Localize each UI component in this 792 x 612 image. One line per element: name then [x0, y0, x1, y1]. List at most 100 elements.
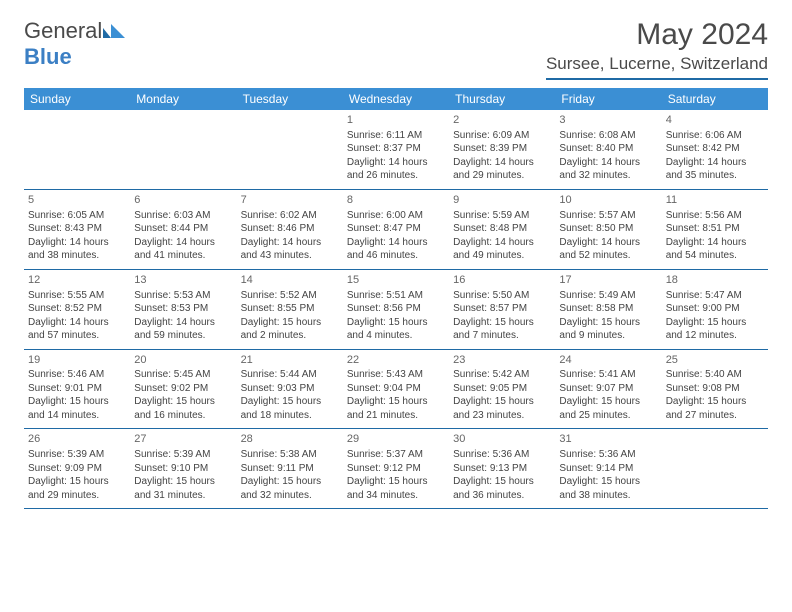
- day-number: 5: [28, 193, 126, 208]
- calendar-cell: 17Sunrise: 5:49 AMSunset: 8:58 PMDayligh…: [555, 269, 661, 349]
- sunrise-line: Sunrise: 5:59 AM: [453, 209, 551, 223]
- sunrise-line: Sunrise: 6:08 AM: [559, 129, 657, 143]
- sunset-line: Sunset: 8:44 PM: [134, 222, 232, 236]
- day-number: 20: [134, 353, 232, 368]
- sunset-line: Sunset: 9:04 PM: [347, 382, 445, 396]
- sunrise-line: Sunrise: 5:55 AM: [28, 289, 126, 303]
- calendar-cell: 26Sunrise: 5:39 AMSunset: 9:09 PMDayligh…: [24, 429, 130, 509]
- daylight-line: Daylight: 15 hours and 29 minutes.: [28, 475, 126, 502]
- title-block: May 2024 Sursee, Lucerne, Switzerland: [546, 18, 768, 80]
- calendar-cell: 29Sunrise: 5:37 AMSunset: 9:12 PMDayligh…: [343, 429, 449, 509]
- calendar-cell: [237, 110, 343, 189]
- calendar-cell: 3Sunrise: 6:08 AMSunset: 8:40 PMDaylight…: [555, 110, 661, 189]
- day-number: 8: [347, 193, 445, 208]
- day-header: Saturday: [662, 88, 768, 110]
- location-text: Sursee, Lucerne, Switzerland: [546, 54, 768, 80]
- sunrise-line: Sunrise: 5:51 AM: [347, 289, 445, 303]
- sunset-line: Sunset: 8:55 PM: [241, 302, 339, 316]
- day-number: 31: [559, 432, 657, 447]
- calendar-cell: 21Sunrise: 5:44 AMSunset: 9:03 PMDayligh…: [237, 349, 343, 429]
- daylight-line: Daylight: 15 hours and 27 minutes.: [666, 395, 764, 422]
- daylight-line: Daylight: 15 hours and 25 minutes.: [559, 395, 657, 422]
- day-number: 29: [347, 432, 445, 447]
- sunset-line: Sunset: 9:07 PM: [559, 382, 657, 396]
- sunset-line: Sunset: 9:13 PM: [453, 462, 551, 476]
- daylight-line: Daylight: 15 hours and 7 minutes.: [453, 316, 551, 343]
- day-header: Sunday: [24, 88, 130, 110]
- day-number: 19: [28, 353, 126, 368]
- sunrise-line: Sunrise: 5:37 AM: [347, 448, 445, 462]
- sunset-line: Sunset: 8:43 PM: [28, 222, 126, 236]
- daylight-line: Daylight: 14 hours and 46 minutes.: [347, 236, 445, 263]
- calendar-cell: [130, 110, 236, 189]
- logo-triangles-icon: [103, 24, 125, 38]
- logo-word1: General: [24, 18, 102, 43]
- day-number: 15: [347, 273, 445, 288]
- sunset-line: Sunset: 8:51 PM: [666, 222, 764, 236]
- day-number: 7: [241, 193, 339, 208]
- month-title: May 2024: [546, 18, 768, 52]
- sunset-line: Sunset: 9:14 PM: [559, 462, 657, 476]
- sunset-line: Sunset: 8:46 PM: [241, 222, 339, 236]
- day-number: 13: [134, 273, 232, 288]
- day-number: 14: [241, 273, 339, 288]
- day-header: Monday: [130, 88, 236, 110]
- sunset-line: Sunset: 8:40 PM: [559, 142, 657, 156]
- calendar-body: 1Sunrise: 6:11 AMSunset: 8:37 PMDaylight…: [24, 110, 768, 509]
- calendar-header: SundayMondayTuesdayWednesdayThursdayFrid…: [24, 88, 768, 110]
- daylight-line: Daylight: 15 hours and 31 minutes.: [134, 475, 232, 502]
- calendar-table: SundayMondayTuesdayWednesdayThursdayFrid…: [24, 88, 768, 509]
- daylight-line: Daylight: 14 hours and 35 minutes.: [666, 156, 764, 183]
- day-number: 27: [134, 432, 232, 447]
- day-number: 9: [453, 193, 551, 208]
- calendar-cell: 1Sunrise: 6:11 AMSunset: 8:37 PMDaylight…: [343, 110, 449, 189]
- sunset-line: Sunset: 8:57 PM: [453, 302, 551, 316]
- daylight-line: Daylight: 14 hours and 52 minutes.: [559, 236, 657, 263]
- calendar-cell: 25Sunrise: 5:40 AMSunset: 9:08 PMDayligh…: [662, 349, 768, 429]
- sunset-line: Sunset: 9:11 PM: [241, 462, 339, 476]
- calendar-cell: 5Sunrise: 6:05 AMSunset: 8:43 PMDaylight…: [24, 189, 130, 269]
- sunrise-line: Sunrise: 5:50 AM: [453, 289, 551, 303]
- sunset-line: Sunset: 9:10 PM: [134, 462, 232, 476]
- calendar-cell: 11Sunrise: 5:56 AMSunset: 8:51 PMDayligh…: [662, 189, 768, 269]
- day-number: 18: [666, 273, 764, 288]
- day-number: 22: [347, 353, 445, 368]
- sunrise-line: Sunrise: 5:44 AM: [241, 368, 339, 382]
- day-number: 30: [453, 432, 551, 447]
- day-header: Thursday: [449, 88, 555, 110]
- daylight-line: Daylight: 14 hours and 54 minutes.: [666, 236, 764, 263]
- daylight-line: Daylight: 15 hours and 14 minutes.: [28, 395, 126, 422]
- sunset-line: Sunset: 8:53 PM: [134, 302, 232, 316]
- daylight-line: Daylight: 14 hours and 43 minutes.: [241, 236, 339, 263]
- sunset-line: Sunset: 9:00 PM: [666, 302, 764, 316]
- sunrise-line: Sunrise: 5:39 AM: [28, 448, 126, 462]
- daylight-line: Daylight: 15 hours and 34 minutes.: [347, 475, 445, 502]
- daylight-line: Daylight: 14 hours and 32 minutes.: [559, 156, 657, 183]
- day-number: 3: [559, 113, 657, 128]
- sunrise-line: Sunrise: 5:52 AM: [241, 289, 339, 303]
- sunrise-line: Sunrise: 5:46 AM: [28, 368, 126, 382]
- daylight-line: Daylight: 15 hours and 9 minutes.: [559, 316, 657, 343]
- calendar-week-row: 5Sunrise: 6:05 AMSunset: 8:43 PMDaylight…: [24, 189, 768, 269]
- calendar-cell: 13Sunrise: 5:53 AMSunset: 8:53 PMDayligh…: [130, 269, 236, 349]
- sunrise-line: Sunrise: 5:41 AM: [559, 368, 657, 382]
- day-number: 4: [666, 113, 764, 128]
- daylight-line: Daylight: 15 hours and 36 minutes.: [453, 475, 551, 502]
- sunrise-line: Sunrise: 6:00 AM: [347, 209, 445, 223]
- day-number: 2: [453, 113, 551, 128]
- sunrise-line: Sunrise: 6:11 AM: [347, 129, 445, 143]
- sunset-line: Sunset: 9:02 PM: [134, 382, 232, 396]
- day-number: 24: [559, 353, 657, 368]
- calendar-cell: 30Sunrise: 5:36 AMSunset: 9:13 PMDayligh…: [449, 429, 555, 509]
- sunset-line: Sunset: 8:50 PM: [559, 222, 657, 236]
- sunrise-line: Sunrise: 5:40 AM: [666, 368, 764, 382]
- day-header: Tuesday: [237, 88, 343, 110]
- calendar-cell: 18Sunrise: 5:47 AMSunset: 9:00 PMDayligh…: [662, 269, 768, 349]
- calendar-cell: 8Sunrise: 6:00 AMSunset: 8:47 PMDaylight…: [343, 189, 449, 269]
- daylight-line: Daylight: 15 hours and 21 minutes.: [347, 395, 445, 422]
- daylight-line: Daylight: 15 hours and 2 minutes.: [241, 316, 339, 343]
- sunrise-line: Sunrise: 6:02 AM: [241, 209, 339, 223]
- sunset-line: Sunset: 9:12 PM: [347, 462, 445, 476]
- sunrise-line: Sunrise: 5:53 AM: [134, 289, 232, 303]
- sunrise-line: Sunrise: 5:56 AM: [666, 209, 764, 223]
